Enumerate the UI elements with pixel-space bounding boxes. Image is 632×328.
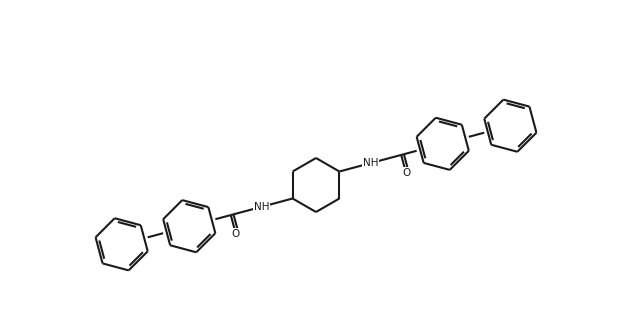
Text: O: O [402, 169, 410, 178]
Text: NH: NH [363, 158, 378, 168]
Text: NH: NH [254, 202, 269, 212]
Text: O: O [232, 229, 240, 238]
